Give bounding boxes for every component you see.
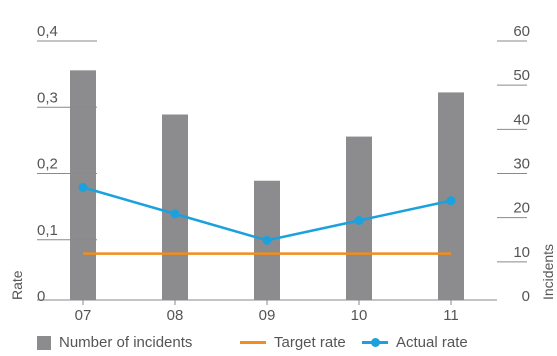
point-actual-rate-11 <box>446 196 456 206</box>
y2-tick-label-1: 10 <box>513 244 530 261</box>
y2-tick-label-2: 20 <box>513 200 530 217</box>
x-tick-label-11: 11 <box>443 307 459 324</box>
chart-svg: 0 0,1 0,2 0,3 0,4 0 10 20 30 40 50 60 07 08 09 10 11 Rate… <box>9 23 556 324</box>
legend-swatch-incidents <box>37 335 51 350</box>
y-tick-label-0: 0 <box>37 288 45 305</box>
y2-tick-label-4: 40 <box>513 111 530 128</box>
y-tick-label-2: 0,2 <box>37 156 58 173</box>
legend-item-target: Target rate <box>240 334 346 351</box>
y2-tick-label-5: 50 <box>513 67 530 84</box>
y2-axis-title: Incidents <box>540 244 556 300</box>
y-tick-label-3: 0,3 <box>37 89 58 106</box>
y2-tick-label-3: 30 <box>513 156 530 173</box>
y2-tick-label-6: 60 <box>513 23 530 40</box>
point-actual-rate-07 <box>78 182 88 192</box>
y-axis-title: Rate <box>9 270 25 300</box>
legend: Number of incidents Target rate Actual r… <box>0 334 557 356</box>
x-tick-label-08: 08 <box>167 307 184 324</box>
legend-item-actual: Actual rate <box>362 334 468 351</box>
y-tick-label-4: 0,4 <box>37 23 58 40</box>
x-tick-label-09: 09 <box>259 307 276 324</box>
x-tick-label-07: 07 <box>75 307 92 324</box>
point-actual-rate-09 <box>262 235 272 245</box>
legend-dot-actual <box>371 338 380 347</box>
legend-swatch-target <box>240 341 266 344</box>
legend-item-incidents: Number of incidents <box>37 334 192 351</box>
legend-swatch-actual <box>362 338 388 347</box>
bar-incidents-08 <box>162 114 188 300</box>
y-tick-label-1: 0,1 <box>37 222 58 239</box>
y2-tick-label-0: 0 <box>522 288 530 305</box>
x-tick-label-10: 10 <box>351 307 368 324</box>
legend-label-target: Target rate <box>274 334 346 351</box>
point-actual-rate-10 <box>354 216 364 225</box>
legend-label-actual: Actual rate <box>396 334 468 351</box>
legend-label-incidents: Number of incidents <box>59 334 193 351</box>
point-actual-rate-08 <box>170 209 180 219</box>
